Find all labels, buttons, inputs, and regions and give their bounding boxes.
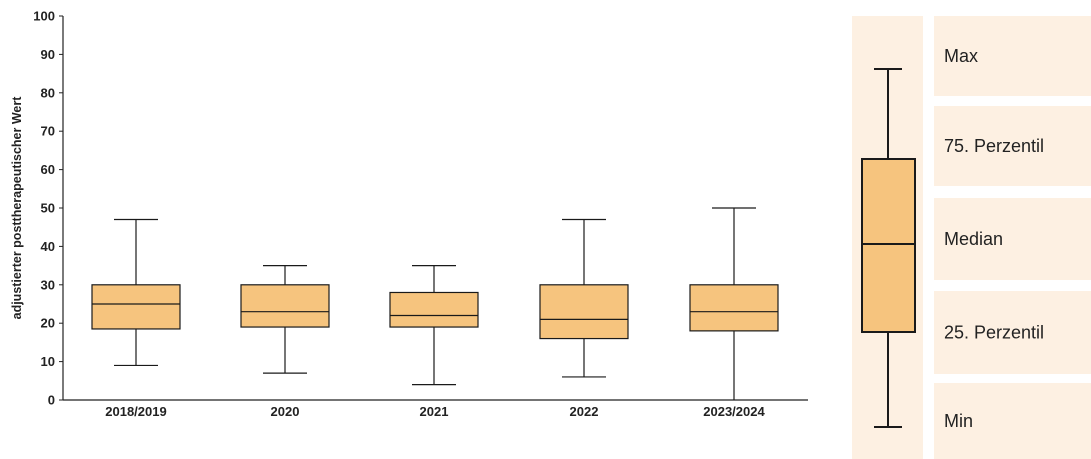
y-tick-label: 60 xyxy=(41,162,55,177)
y-tick-label: 90 xyxy=(41,47,55,62)
x-tick-label: 2021 xyxy=(420,404,449,419)
x-tick-label: 2020 xyxy=(271,404,300,419)
legend-iqr-box xyxy=(861,158,916,333)
iqr-box xyxy=(91,284,181,330)
y-tick-label: 70 xyxy=(41,124,55,139)
x-tick-label: 2018/2019 xyxy=(105,404,166,419)
iqr-box xyxy=(539,284,629,340)
legend-label: 25. Perzentil xyxy=(944,323,1044,343)
box-2018-2019 xyxy=(91,218,181,367)
y-tick-label: 100 xyxy=(33,9,55,24)
y-axis-label: adjustierter posttherapeutischer Wert xyxy=(10,96,24,320)
legend-label-panel xyxy=(934,198,1091,280)
legend-label-panel xyxy=(934,16,1091,96)
legend-label: Max xyxy=(944,46,978,66)
y-tick-label: 50 xyxy=(41,201,55,216)
iqr-box xyxy=(389,291,479,328)
x-tick-label: 2023/2024 xyxy=(703,404,765,419)
y-tick-label: 30 xyxy=(41,277,55,292)
legend-label-panel xyxy=(934,383,1091,459)
plot-area: 0 10 20 30 40 50 60 70 80 90 100 2018/2019 2020 2021 2… xyxy=(33,9,808,419)
legend-label: Min xyxy=(944,411,973,431)
legend-label: 75. Perzentil xyxy=(944,136,1044,156)
legend: Max 75. Perzentil Median 25. Perzentil Min xyxy=(852,16,1091,459)
y-tick-label: 20 xyxy=(41,316,55,331)
y-tick-label: 40 xyxy=(41,239,55,254)
box-2021 xyxy=(389,265,479,386)
box-2020 xyxy=(240,265,330,374)
iqr-box xyxy=(689,284,779,332)
legend-label: Median xyxy=(944,229,1003,249)
box-2023-2024 xyxy=(689,207,779,400)
iqr-box xyxy=(240,284,330,328)
x-tick-label: 2022 xyxy=(570,404,599,419)
y-tick-label: 80 xyxy=(41,85,55,100)
box-2022 xyxy=(539,218,629,378)
legend-label-panel xyxy=(934,106,1091,186)
y-tick-label: 0 xyxy=(48,393,55,408)
y-tick-label: 10 xyxy=(41,354,55,369)
legend-label-panel xyxy=(934,291,1091,374)
